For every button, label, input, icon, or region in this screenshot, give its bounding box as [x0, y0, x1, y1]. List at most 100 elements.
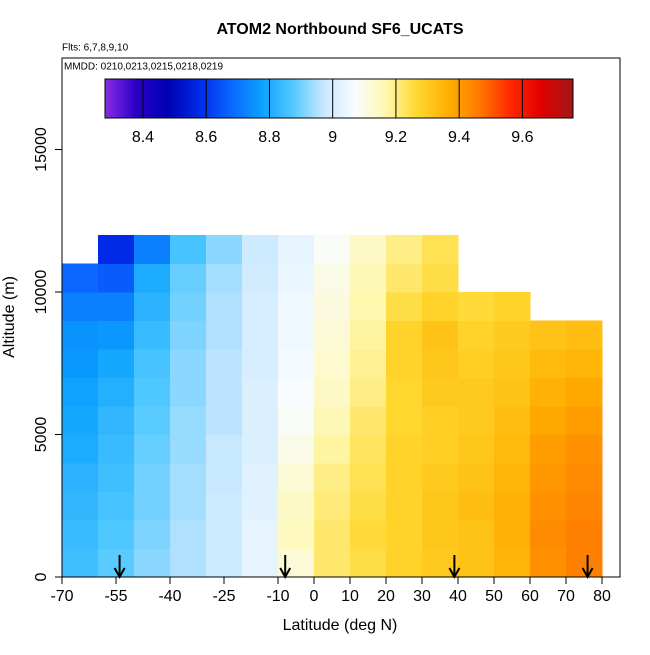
heat-cell	[134, 377, 171, 407]
heat-cell	[134, 434, 171, 464]
heat-cell	[314, 462, 351, 492]
heat-cell	[98, 519, 135, 549]
heat-cell	[242, 377, 279, 407]
heat-cell	[350, 405, 387, 435]
heat-cell	[278, 462, 315, 492]
heat-cell	[350, 462, 387, 492]
heat-cell	[494, 462, 531, 492]
heat-cell	[350, 434, 387, 464]
heat-cell	[386, 291, 423, 321]
heat-cell	[278, 519, 315, 549]
heat-cell	[458, 434, 495, 464]
x-tick-label: 0	[310, 588, 319, 605]
x-tick-label: -70	[50, 588, 73, 605]
heat-cell	[314, 405, 351, 435]
heat-cell	[62, 519, 99, 549]
heat-cell	[350, 348, 387, 378]
heat-cell	[278, 434, 315, 464]
heat-cell	[530, 434, 567, 464]
heat-cell	[134, 263, 171, 293]
heat-cell	[278, 348, 315, 378]
heat-cell	[62, 320, 99, 350]
heat-cell	[530, 320, 567, 350]
heat-cell	[206, 519, 243, 549]
x-tick-label: 60	[521, 588, 539, 605]
heat-cell	[386, 348, 423, 378]
heat-cell	[170, 405, 207, 435]
heat-cell	[350, 377, 387, 407]
heat-cell	[206, 434, 243, 464]
heat-cell	[278, 405, 315, 435]
x-tick-label: 70	[557, 588, 575, 605]
x-tick-label: 80	[593, 588, 611, 605]
heat-cell	[242, 320, 279, 350]
x-tick-label: -40	[158, 588, 181, 605]
x-tick-label: -25	[212, 588, 235, 605]
heat-cell	[62, 348, 99, 378]
heat-cell	[242, 291, 279, 321]
heat-cell	[206, 462, 243, 492]
heat-cell	[494, 405, 531, 435]
heat-cell	[134, 519, 171, 549]
heat-cell	[566, 405, 603, 435]
x-tick-label: 30	[413, 588, 431, 605]
heat-cell	[494, 519, 531, 549]
heat-cell	[134, 491, 171, 521]
heat-cell	[566, 491, 603, 521]
y-tick-label: 0	[33, 572, 50, 581]
colorbar-tick-label: 9.2	[385, 129, 407, 146]
heat-cell	[170, 377, 207, 407]
heat-cell	[98, 462, 135, 492]
heat-cell	[350, 320, 387, 350]
heat-cell	[386, 234, 423, 264]
heat-cell	[170, 320, 207, 350]
heat-cell	[422, 291, 459, 321]
chart-title: ATOM2 Northbound SF6_UCATS	[216, 21, 463, 38]
heat-cell	[494, 434, 531, 464]
heat-cell	[98, 548, 135, 578]
arrow	[279, 555, 292, 580]
heat-cell	[566, 320, 603, 350]
heat-cell	[278, 291, 315, 321]
heat-cell	[62, 377, 99, 407]
colorbar-tick-label: 8.6	[195, 129, 217, 146]
y-tick-label: 15000	[33, 127, 50, 172]
heat-cell	[350, 491, 387, 521]
heat-cell	[134, 462, 171, 492]
heat-cell	[242, 462, 279, 492]
x-tick-label: 40	[449, 588, 467, 605]
heat-cell	[386, 548, 423, 578]
colorbar-tick-label: 9	[328, 129, 337, 146]
heat-cell	[494, 348, 531, 378]
colorbar-tick-label: 9.4	[448, 129, 470, 146]
heat-cell	[458, 548, 495, 578]
heat-cell	[350, 234, 387, 264]
heat-cell	[458, 377, 495, 407]
heat-cell	[170, 291, 207, 321]
colorbar-tick-label: 9.6	[511, 129, 533, 146]
heat-cell	[530, 548, 567, 578]
heat-cell	[62, 291, 99, 321]
x-tick-label: 10	[341, 588, 359, 605]
heat-cell	[530, 519, 567, 549]
heat-cell	[458, 405, 495, 435]
heat-cell	[170, 548, 207, 578]
heat-cell	[530, 377, 567, 407]
heat-cell	[62, 405, 99, 435]
heat-cell	[278, 263, 315, 293]
heat-cell	[530, 405, 567, 435]
arrow-head	[581, 567, 594, 580]
heat-cell	[278, 377, 315, 407]
heat-cell	[566, 348, 603, 378]
heat-cell	[242, 263, 279, 293]
heat-cell	[458, 519, 495, 549]
heat-cell	[458, 348, 495, 378]
heat-cell	[62, 548, 99, 578]
heat-cell	[566, 519, 603, 549]
heat-cell	[314, 377, 351, 407]
heat-cell	[350, 263, 387, 293]
heat-cell	[350, 548, 387, 578]
heat-cell	[386, 462, 423, 492]
heat-cell	[494, 491, 531, 521]
heat-cell	[170, 263, 207, 293]
